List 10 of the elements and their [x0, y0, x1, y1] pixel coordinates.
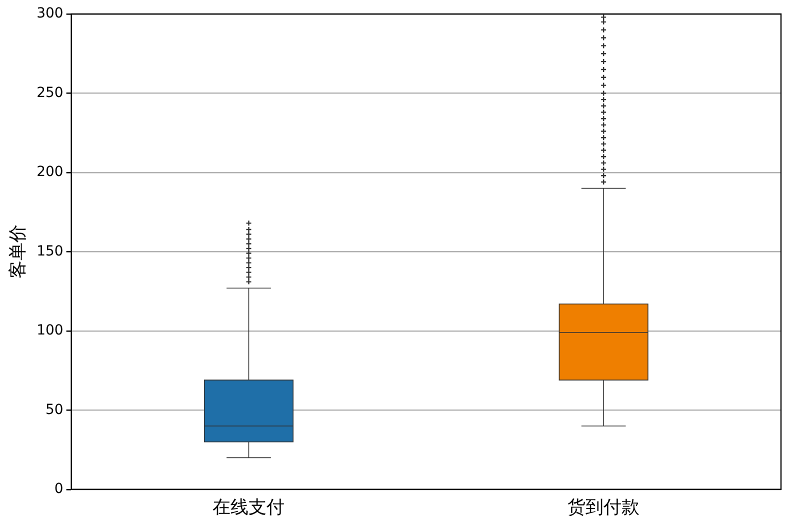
x-tick-label: 货到付款 — [568, 496, 640, 518]
x-tick-label: 在线支付 — [212, 496, 285, 518]
y-tick-label: 50 — [45, 402, 64, 418]
y-tick-label: 100 — [36, 322, 64, 339]
y-tick-label: 250 — [36, 84, 64, 101]
y-tick-label: 150 — [36, 243, 64, 260]
y-tick-label: 200 — [36, 164, 64, 180]
y-tick-label: 0 — [54, 481, 64, 498]
y-tick-label: 300 — [36, 6, 64, 22]
y-axis-title: 客单价 — [7, 224, 28, 279]
